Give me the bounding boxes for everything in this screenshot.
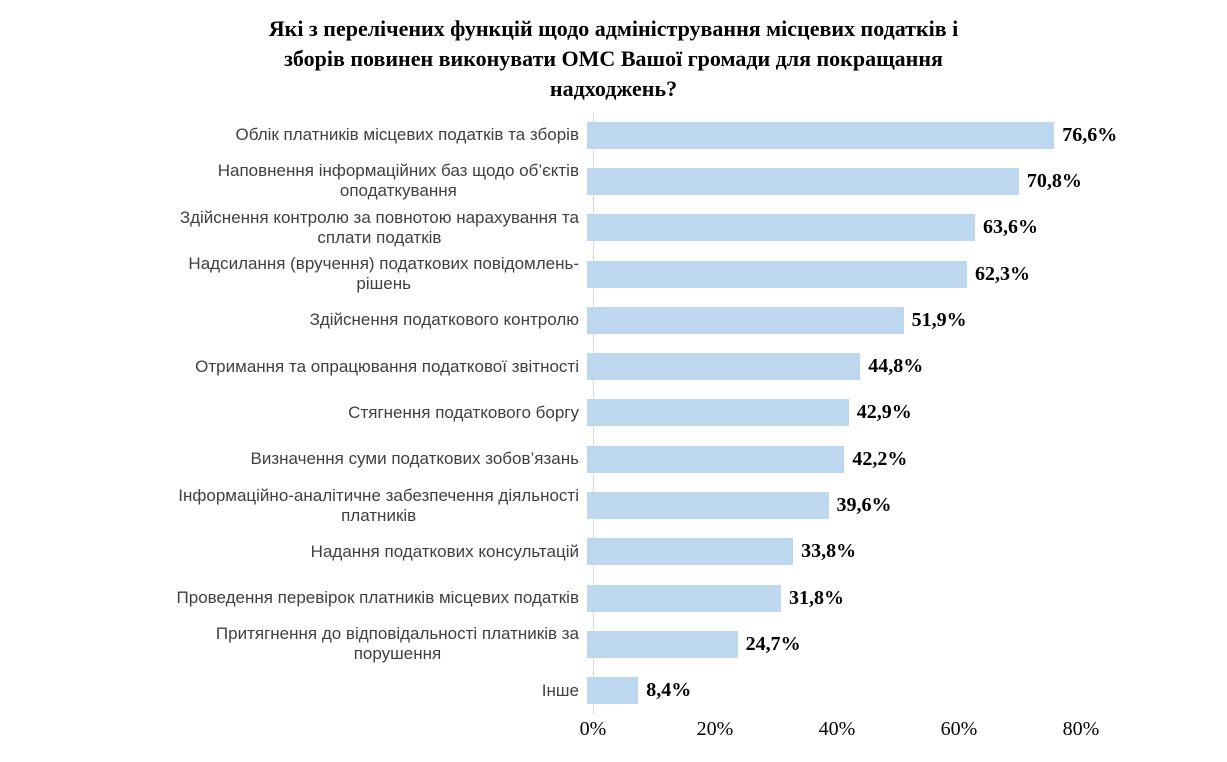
bar-row: Проведення перевірок платників місцевих …: [0, 575, 1227, 621]
bar-row: Наповнення інформаційних баз щодо об’єкт…: [0, 158, 1227, 204]
bar: [587, 677, 639, 705]
x-axis-tick-label: 20%: [696, 718, 734, 740]
category-label: Отримання та опрацювання податкової звіт…: [195, 356, 579, 376]
category-label: Наповнення інформаційних баз щодо об’єкт…: [217, 161, 579, 201]
bar-row: Отримання та опрацювання податкової звіт…: [0, 343, 1227, 389]
value-label: 70,8%: [1026, 169, 1082, 192]
category-label: Притягнення до відповідальності платникі…: [215, 624, 579, 664]
bar: [587, 214, 975, 242]
x-axis-tick-label: 80%: [1062, 718, 1100, 740]
chart-title: Які з перелічених функцій щодо адміністр…: [268, 16, 959, 101]
bar-row: Стягнення податкового боргу 42,9%: [0, 390, 1227, 436]
bar: [587, 584, 781, 612]
category-label: Стягнення податкового боргу: [348, 402, 579, 422]
value-label: 63,6%: [982, 216, 1038, 239]
plot-area: Облік платників місцевих податків та збо…: [0, 112, 1227, 714]
bar-row: Інформаційно-аналітичне забезпечення дія…: [0, 482, 1227, 528]
value-label: 44,8%: [868, 355, 924, 378]
bar: [587, 353, 861, 381]
x-axis: 0% 20% 40% 60% 80%: [0, 718, 1227, 746]
bar: [587, 538, 794, 566]
bar-row: Здійснення податкового контролю 51,9%: [0, 297, 1227, 343]
category-label: Здійснення контролю за повнотою нарахува…: [179, 207, 579, 247]
x-axis-tick-label: 60%: [940, 718, 978, 740]
value-label: 24,7%: [745, 632, 801, 655]
value-label: 31,8%: [788, 586, 844, 609]
bar-row: Інше 8,4%: [0, 668, 1227, 714]
value-label: 8,4%: [646, 679, 692, 702]
category-label: Інше: [541, 680, 579, 700]
bar-row: Притягнення до відповідальності платникі…: [0, 621, 1227, 667]
bar: [587, 121, 1055, 149]
value-label: 42,9%: [856, 401, 912, 424]
bar: [587, 492, 829, 520]
bar: [587, 630, 738, 658]
category-label: Проведення перевірок платників місцевих …: [176, 588, 579, 608]
value-label: 51,9%: [911, 308, 967, 331]
bar: [587, 399, 849, 427]
bar-row: Здійснення контролю за повнотою нарахува…: [0, 205, 1227, 251]
bar: [587, 260, 968, 288]
bar: [587, 445, 845, 473]
value-label: 42,2%: [852, 447, 908, 470]
bar: [587, 306, 904, 334]
bar-row: Надсилання (вручення) податкових повідом…: [0, 251, 1227, 297]
category-label: Визначення суми податкових зобов’язань: [250, 449, 580, 469]
x-axis-tick-label: 40%: [818, 718, 856, 740]
bar-row: Надання податкових консультацій 33,8%: [0, 529, 1227, 575]
x-axis-tick-label: 0%: [579, 718, 607, 740]
value-label: 62,3%: [975, 262, 1031, 285]
bar-row: Визначення суми податкових зобов’язань 4…: [0, 436, 1227, 482]
category-label: Надсилання (вручення) податкових повідом…: [188, 254, 579, 294]
value-label: 33,8%: [801, 540, 857, 563]
value-label: 76,6%: [1062, 123, 1118, 146]
category-label: Облік платників місцевих податків та збо…: [235, 125, 580, 145]
category-label: Здійснення податкового контролю: [309, 310, 579, 330]
bar-row: Облік платників місцевих податків та збо…: [0, 112, 1227, 158]
category-label: Надання податкових консультацій: [310, 541, 579, 561]
value-label: 39,6%: [836, 494, 892, 517]
category-label: Інформаційно-аналітичне забезпечення дія…: [178, 485, 579, 525]
bar: [587, 167, 1019, 195]
